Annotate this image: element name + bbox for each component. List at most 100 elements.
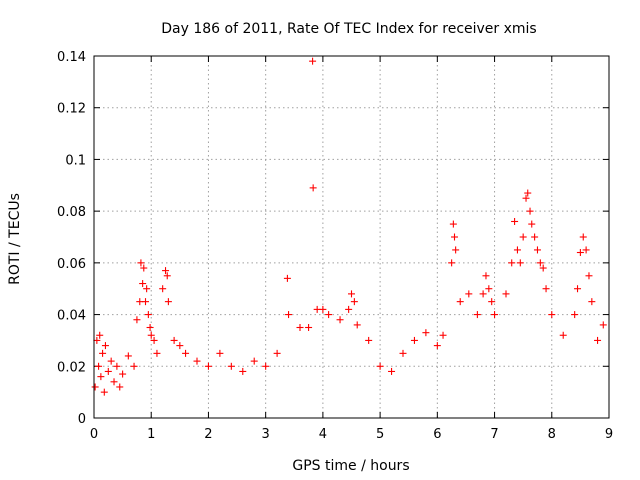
x-tick-label: 4 xyxy=(319,427,327,442)
data-point xyxy=(100,388,108,396)
data-points xyxy=(91,57,607,396)
data-point xyxy=(594,336,602,344)
x-tick-label: 0 xyxy=(90,427,98,442)
data-point xyxy=(511,217,519,225)
data-point xyxy=(585,272,593,280)
data-point xyxy=(95,362,103,370)
data-point xyxy=(193,357,201,365)
data-point xyxy=(524,189,532,197)
data-point xyxy=(99,349,107,357)
data-point xyxy=(365,336,373,344)
y-tick-label: 0.06 xyxy=(57,257,86,272)
x-tick-label: 7 xyxy=(490,427,498,442)
data-point xyxy=(285,311,293,319)
data-point xyxy=(159,285,167,293)
x-tick-label: 1 xyxy=(147,427,155,442)
data-point xyxy=(93,336,101,344)
data-point xyxy=(576,249,584,257)
data-point xyxy=(296,324,304,331)
data-point xyxy=(162,267,170,275)
data-point xyxy=(599,321,607,329)
data-point xyxy=(582,246,590,254)
x-tick-label: 8 xyxy=(548,427,556,442)
data-point xyxy=(104,367,112,375)
data-point xyxy=(116,383,124,391)
x-tick-label: 5 xyxy=(376,427,384,442)
data-point xyxy=(528,220,536,228)
y-tick-label: 0.14 xyxy=(57,50,86,65)
y-tick-label: 0.12 xyxy=(57,102,86,117)
data-point xyxy=(140,264,148,272)
data-point xyxy=(305,324,313,331)
axis-ticks: 0 1 2 3 4 5 6 7 8 9 0 0.02 0.04 0.06 0.08 0.1 0.12 0.14 xyxy=(57,50,613,442)
data-point xyxy=(153,349,161,357)
data-point xyxy=(325,311,333,319)
data-point xyxy=(533,246,541,254)
data-point xyxy=(227,362,235,370)
x-axis-label: GPS time / hours xyxy=(292,458,409,474)
data-point xyxy=(479,290,487,298)
data-point xyxy=(465,290,473,298)
data-point xyxy=(491,311,499,319)
data-point xyxy=(216,349,224,357)
data-point xyxy=(388,367,396,375)
data-point xyxy=(376,362,384,370)
data-point xyxy=(144,311,152,319)
data-point xyxy=(574,285,582,293)
data-point xyxy=(96,331,104,339)
x-tick-label: 6 xyxy=(433,427,441,442)
data-point xyxy=(542,285,550,293)
data-point xyxy=(91,383,99,391)
y-tick-label: 0.04 xyxy=(57,309,86,324)
data-point xyxy=(571,311,579,319)
data-point xyxy=(176,342,184,350)
plot-frame xyxy=(93,55,610,419)
data-point xyxy=(250,357,258,365)
data-point xyxy=(182,349,190,357)
data-point xyxy=(147,331,155,339)
data-point xyxy=(170,336,178,344)
data-point xyxy=(130,362,138,370)
data-point xyxy=(485,285,493,293)
data-point xyxy=(448,259,456,267)
data-point xyxy=(439,331,447,339)
y-tick-label: 0 xyxy=(78,412,86,427)
data-point xyxy=(309,57,317,65)
y-tick-label: 0.08 xyxy=(57,205,86,220)
data-point xyxy=(143,285,151,293)
data-point xyxy=(452,246,460,254)
data-point xyxy=(422,329,430,337)
data-point xyxy=(262,362,270,370)
data-point xyxy=(110,378,118,386)
data-point xyxy=(163,272,171,280)
data-point xyxy=(107,357,115,365)
x-tick-label: 3 xyxy=(262,427,270,442)
data-point xyxy=(239,367,247,375)
data-point xyxy=(133,316,141,324)
data-point xyxy=(204,362,212,370)
data-point xyxy=(348,290,355,298)
data-point xyxy=(449,220,457,228)
data-point xyxy=(410,336,418,344)
data-point xyxy=(283,274,291,282)
data-point xyxy=(345,305,353,313)
chart-title: Day 186 of 2011, Rate Of TEC Index for r… xyxy=(161,21,536,37)
data-point xyxy=(531,233,539,241)
x-tick-label: 9 xyxy=(605,427,613,442)
data-point xyxy=(399,349,407,357)
data-point xyxy=(588,298,596,306)
data-point xyxy=(137,259,145,267)
data-point xyxy=(350,298,358,306)
data-point xyxy=(536,259,544,267)
data-point xyxy=(579,233,587,241)
data-point xyxy=(519,233,527,241)
data-point xyxy=(101,342,109,350)
data-point xyxy=(273,349,281,357)
data-point xyxy=(508,259,516,267)
data-point xyxy=(539,264,547,272)
data-point xyxy=(113,362,121,370)
data-point xyxy=(456,298,464,306)
data-point xyxy=(336,316,344,324)
data-point xyxy=(353,321,361,329)
data-point xyxy=(142,298,149,306)
